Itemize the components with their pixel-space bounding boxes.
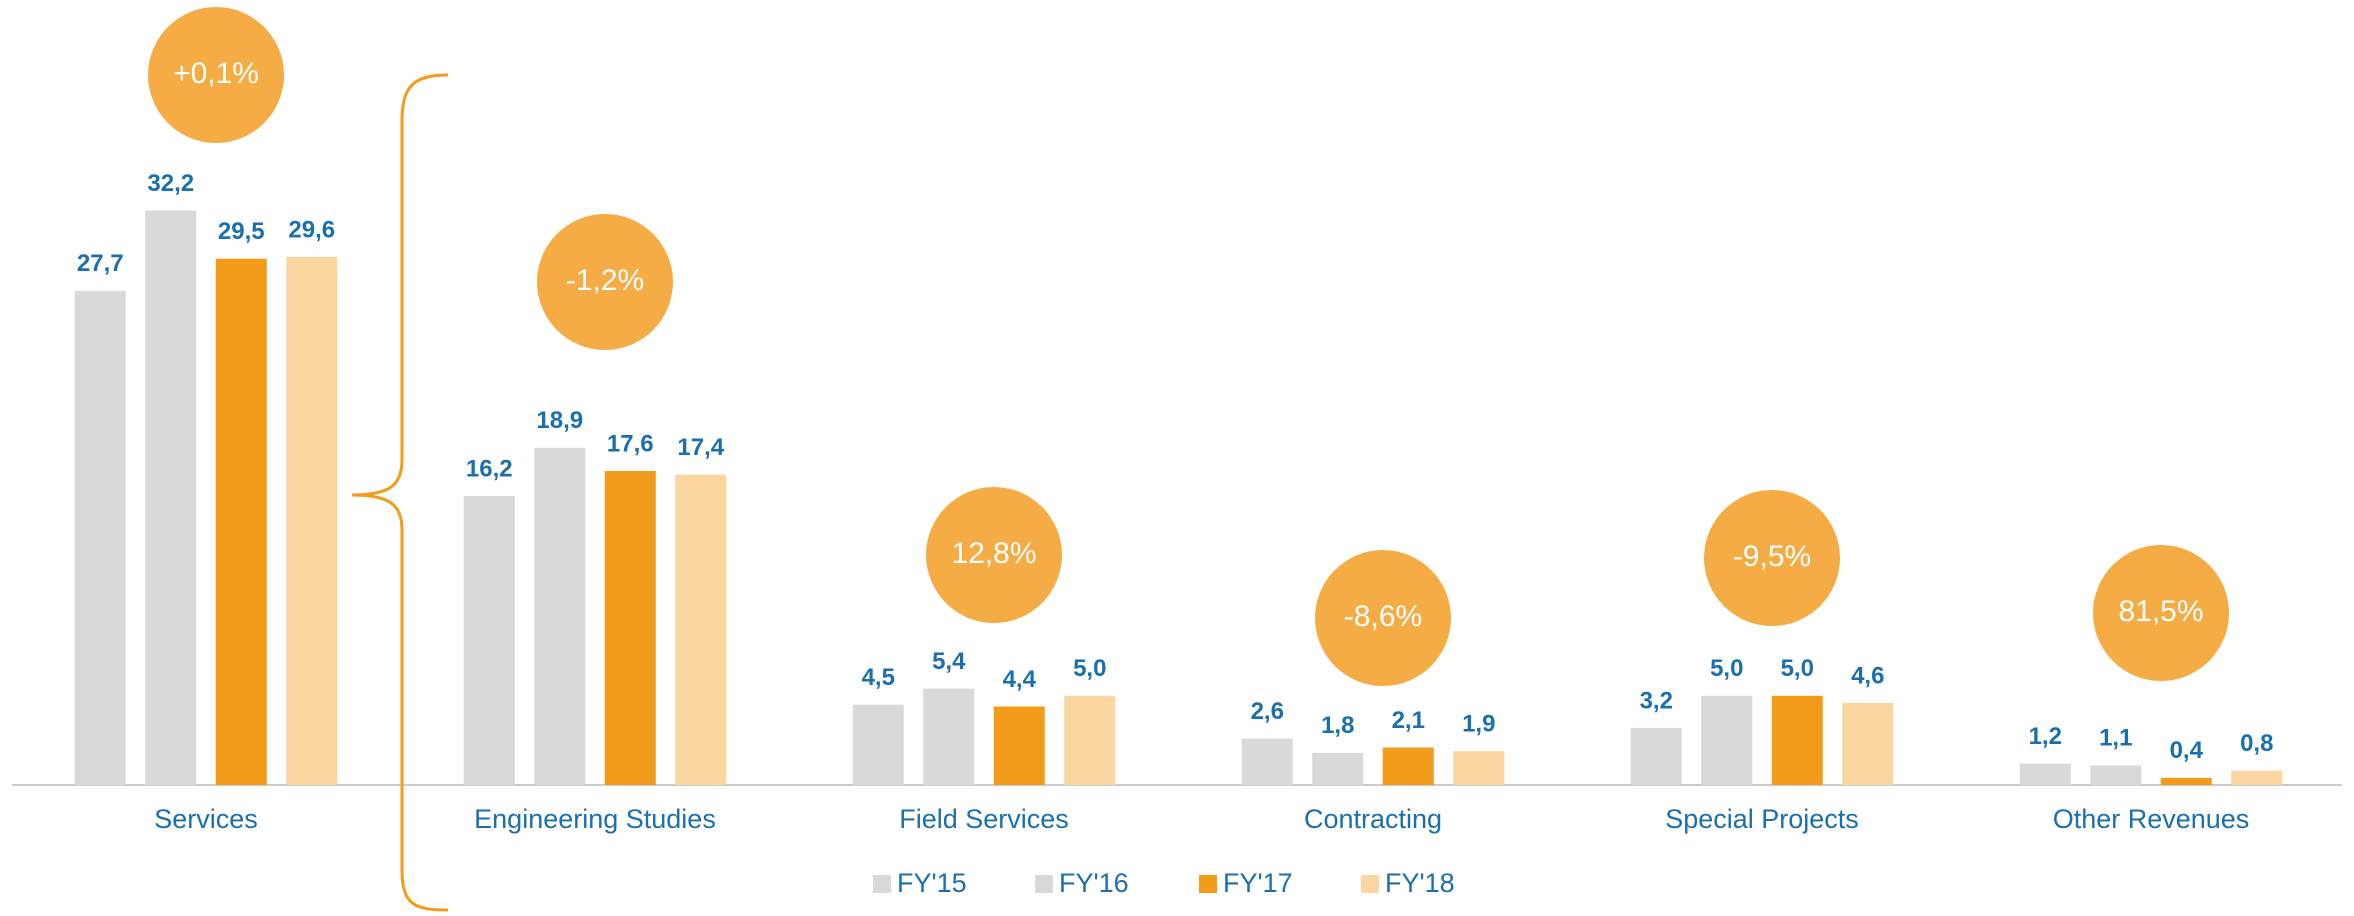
bar [1064,695,1116,785]
value-label: 1,9 [1462,710,1495,737]
growth-label: 81,5% [2118,595,2203,628]
growth-label: -1,2% [566,264,644,297]
value-label: 2,1 [1392,707,1425,734]
value-label: 0,4 [2170,737,2204,764]
value-label: 0,8 [2240,730,2273,757]
bar [923,688,975,785]
bar [286,256,338,785]
value-label: 29,5 [218,218,265,245]
value-label: 4,5 [862,664,895,691]
value-label: 5,0 [1710,655,1743,682]
bar [852,704,904,785]
value-label: 18,9 [536,407,583,434]
bar [604,471,656,785]
bar [1382,747,1434,785]
bar [1453,751,1505,785]
brace [351,73,449,912]
category-label: Services [154,804,258,834]
category-label: Special Projects [1665,804,1859,834]
growth-label: -8,6% [1344,600,1422,633]
bar [463,495,515,785]
category-label: Other Revenues [2053,804,2250,834]
bar [1701,695,1753,785]
legend-swatch [1361,875,1379,893]
bar [1312,752,1364,785]
legend-label: FY'17 [1223,868,1293,898]
growth-label: -9,5% [1733,540,1811,573]
value-label: 29,6 [288,216,335,243]
legend-label: FY'15 [897,868,967,898]
value-label: 4,4 [1003,666,1037,693]
category-label: Engineering Studies [474,804,716,834]
growth-circle [1704,490,1840,626]
value-label: 16,2 [466,455,513,482]
value-label: 1,8 [1321,712,1354,739]
bar [534,447,586,785]
bar [1241,738,1293,785]
growth-circle [926,487,1062,623]
legend-swatch [1035,875,1053,893]
bar [1771,695,1823,785]
growth-circle [537,214,673,350]
growth-circle [148,7,284,143]
legend-swatch [873,875,891,893]
category-label: Field Services [899,804,1069,834]
value-label: 5,0 [1781,655,1814,682]
growth-label: +0,1% [173,57,259,90]
bar [1630,727,1682,785]
legend-label: FY'18 [1385,868,1455,898]
bar [1842,702,1894,785]
value-label: 3,2 [1640,687,1673,714]
bar [145,210,197,785]
bar [2231,770,2283,785]
bar [993,706,1045,785]
value-label: 5,4 [932,648,966,675]
bar [74,290,126,785]
legend-swatch [1199,875,1217,893]
growth-label: 12,8% [951,537,1036,570]
value-label: 5,0 [1073,655,1106,682]
value-label: 2,6 [1251,698,1284,725]
growth-circle [2093,545,2229,681]
value-label: 4,6 [1851,662,1884,689]
bar [2160,777,2212,785]
value-label: 32,2 [147,170,194,197]
value-label: 17,4 [677,434,724,461]
bar [2019,763,2071,785]
value-label: 1,1 [2099,725,2132,752]
growth-circle [1315,550,1451,686]
bar [2090,765,2142,785]
value-label: 17,6 [607,430,654,457]
value-label: 27,7 [77,250,124,277]
value-label: 1,2 [2029,723,2062,750]
category-label: Contracting [1304,804,1442,834]
bar [675,474,727,785]
bar [215,258,267,786]
legend-label: FY'16 [1059,868,1129,898]
